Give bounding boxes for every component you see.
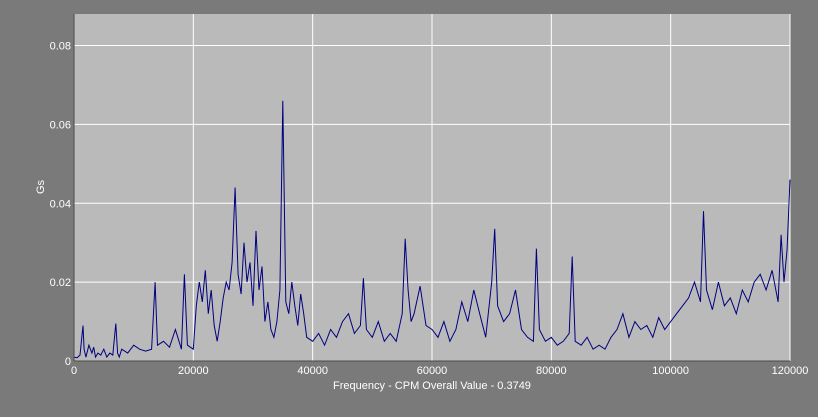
- y-tick-label: 0: [65, 356, 71, 368]
- x-tick-label: 80000: [536, 365, 567, 377]
- y-tick-label: 0.08: [50, 41, 71, 53]
- x-tick-label: 120000: [772, 365, 809, 377]
- spectrum-series-line: [73, 100, 791, 359]
- x-tick-label: 40000: [297, 365, 328, 377]
- x-tick-label: 60000: [417, 365, 448, 377]
- y-tick-label: 0.04: [50, 198, 71, 210]
- x-axis-title: Frequency - CPM Overall Value - 0.3749: [333, 380, 531, 392]
- axis-ticks: 0 20000 40000 60000 80000 100000 120000 0 0.02 0.…: [50, 41, 809, 377]
- x-tick-label: 100000: [652, 365, 689, 377]
- x-tick-label: 0: [71, 365, 77, 377]
- x-tick-label: 20000: [178, 365, 209, 377]
- y-tick-label: 0.02: [50, 277, 71, 289]
- y-axis-title: Gs: [35, 179, 47, 194]
- grid-lines: [74, 14, 791, 361]
- y-tick-label: 0.06: [50, 119, 71, 131]
